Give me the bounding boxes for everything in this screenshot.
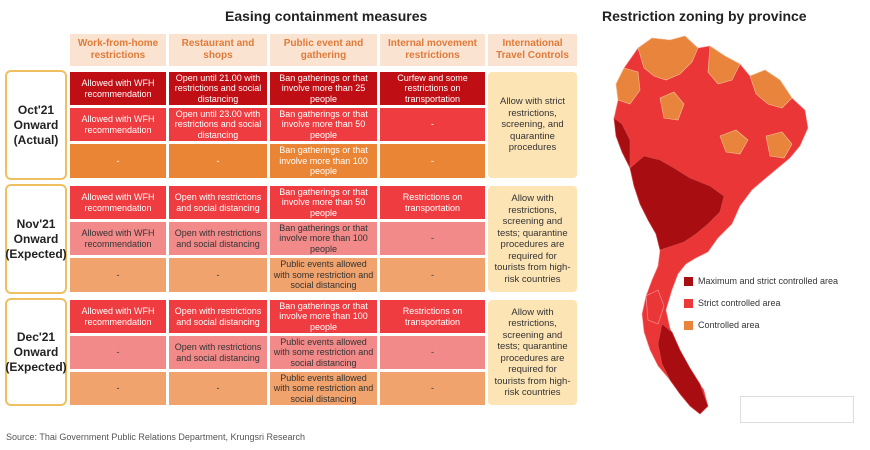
table-cell: - bbox=[380, 222, 485, 255]
column-header-wfh: Work-from-home restrictions bbox=[70, 34, 166, 66]
legend-label-strict: Strict controlled area bbox=[698, 298, 781, 308]
table-cell: Public events allowed with some restrict… bbox=[270, 372, 377, 405]
table-cell: - bbox=[380, 258, 485, 292]
table-cell: Open until 21.00 with restrictions and s… bbox=[169, 72, 267, 105]
table-cell: - bbox=[70, 336, 166, 369]
period-label-dec21: Dec'21 Onward (Expected) bbox=[5, 298, 67, 406]
table-cell: Allowed with WFH recommendation bbox=[70, 300, 166, 333]
period-label-oct21: Oct'21 Onward (Actual) bbox=[5, 70, 67, 180]
legend-label-controlled: Controlled area bbox=[698, 320, 760, 330]
table-cell: Public events allowed with some restrict… bbox=[270, 258, 377, 292]
table-cell: - bbox=[169, 372, 267, 405]
international-cell-oct21: Allow with strict restrictions, screenin… bbox=[488, 72, 577, 178]
column-header-restaurant: Restaurant and shops bbox=[169, 34, 267, 66]
table-cell: Allowed with WFH recommendation bbox=[70, 186, 166, 219]
table-cell: Open with restrictions and social distan… bbox=[169, 186, 267, 219]
table-cell: - bbox=[70, 144, 166, 178]
table-cell: Open until 23.00 with restrictions and s… bbox=[169, 108, 267, 141]
map-controlled-isan bbox=[749, 69, 793, 109]
column-header-public-event: Public event and gathering bbox=[270, 34, 377, 66]
zoning-title: Restriction zoning by province bbox=[602, 8, 807, 24]
map-controlled-isan-3 bbox=[765, 131, 793, 159]
legend-item-strict: Strict controlled area bbox=[684, 298, 781, 308]
table-cell: Restrictions on transportation bbox=[380, 300, 485, 333]
legend-swatch-strict bbox=[684, 298, 693, 308]
thailand-zoning-map bbox=[613, 35, 809, 415]
map-controlled-north-east bbox=[707, 45, 741, 85]
legend-item-max: Maximum and strict controlled area bbox=[684, 276, 838, 286]
table-cell: Ban gatherings or that involve more than… bbox=[270, 144, 377, 178]
table-cell: - bbox=[380, 336, 485, 369]
table-cell: Ban gatherings or that involve more than… bbox=[270, 72, 377, 105]
legend-item-controlled: Controlled area bbox=[684, 320, 760, 330]
easing-title: Easing containment measures bbox=[225, 8, 428, 24]
map-max-west bbox=[613, 117, 631, 169]
table-cell: Allowed with WFH recommendation bbox=[70, 72, 166, 105]
map-controlled-central bbox=[659, 91, 685, 121]
map-max-south bbox=[657, 323, 709, 415]
table-cell: Ban gatherings or that involve more than… bbox=[270, 222, 377, 255]
column-header-international: International Travel Controls bbox=[488, 34, 577, 66]
table-cell: - bbox=[169, 258, 267, 292]
map-controlled-isan-2 bbox=[719, 129, 749, 155]
table-cell: - bbox=[380, 108, 485, 141]
table-cell: Open with restrictions and social distan… bbox=[169, 300, 267, 333]
table-cell: - bbox=[169, 144, 267, 178]
map-max-central bbox=[629, 155, 725, 251]
table-cell: - bbox=[70, 372, 166, 405]
table-cell: Allowed with WFH recommendation bbox=[70, 222, 166, 255]
international-cell-dec21: Allow with restrictions, screening and t… bbox=[488, 300, 577, 405]
column-header-internal-movement: Internal movement restrictions bbox=[380, 34, 485, 66]
table-cell: Open with restrictions and social distan… bbox=[169, 222, 267, 255]
table-cell: Public events allowed with some restrict… bbox=[270, 336, 377, 369]
table-cell: - bbox=[380, 144, 485, 178]
map-strict-south bbox=[645, 289, 665, 325]
table-cell: - bbox=[380, 372, 485, 405]
table-cell: Restrictions on transportation bbox=[380, 186, 485, 219]
international-cell-nov21: Allow with restrictions, screening and t… bbox=[488, 186, 577, 292]
map-controlled-west bbox=[615, 67, 641, 105]
table-cell: Ban gatherings or that involve more than… bbox=[270, 108, 377, 141]
source-note: Source: Thai Government Public Relations… bbox=[6, 432, 305, 442]
table-cell: Ban gatherings or that involve more than… bbox=[270, 300, 377, 333]
legend-swatch-max bbox=[684, 276, 693, 286]
table-cell: Allowed with WFH recommendation bbox=[70, 108, 166, 141]
period-label-nov21: Nov'21 Onward (Expected) bbox=[5, 184, 67, 294]
table-cell: Open with restrictions and social distan… bbox=[169, 336, 267, 369]
map-scale-box bbox=[740, 396, 854, 423]
table-cell: - bbox=[70, 258, 166, 292]
table-cell: Ban gatherings or that involve more than… bbox=[270, 186, 377, 219]
table-cell: Curfew and some restrictions on transpor… bbox=[380, 72, 485, 105]
map-controlled-north bbox=[637, 35, 699, 81]
legend-label-max: Maximum and strict controlled area bbox=[698, 276, 839, 286]
legend-swatch-controlled bbox=[684, 320, 693, 330]
